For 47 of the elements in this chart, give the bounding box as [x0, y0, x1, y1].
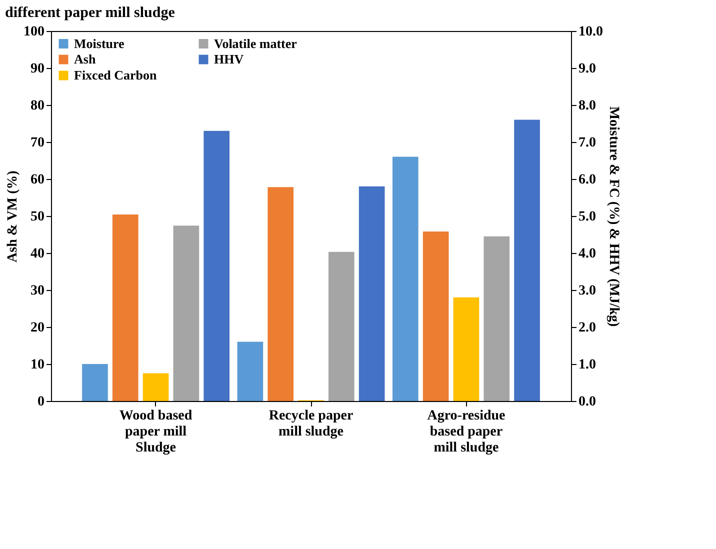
y-tick-label: 50: [30, 210, 44, 224]
legend-label: Moisture: [74, 36, 125, 51]
y2-tick-label: 6.0: [578, 172, 596, 188]
y-tick-label: 30: [30, 284, 44, 298]
y2-tick-label: 0.0: [578, 394, 596, 410]
y2-tick-label: 10.0: [578, 24, 603, 40]
bar: [514, 120, 540, 401]
legend-label: HHV: [214, 52, 244, 66]
y-tick-label: 10: [30, 358, 44, 372]
y-tick-label: 80: [30, 98, 44, 114]
y2-tick-label: 7.0: [578, 136, 596, 150]
y2-tick-label: 4.0: [578, 246, 596, 262]
bar: [142, 373, 169, 401]
bar: [268, 187, 294, 401]
bar: [422, 232, 449, 401]
y2-tick-label: 8.0: [578, 98, 596, 114]
y-tick-label: 100: [24, 24, 44, 40]
bar: [392, 156, 418, 401]
chart-title: different paper mill sludge: [5, 5, 176, 21]
bar: [358, 186, 385, 401]
y-axis-title: Ash & VM (%): [6, 170, 20, 262]
bar: [453, 297, 480, 401]
y-tick-label: 90: [30, 62, 44, 76]
legend-label: Volatile matter: [214, 36, 298, 51]
y2-tick-label: 2.0: [578, 320, 596, 336]
bar: [328, 252, 354, 401]
y2-tick-label: 1.0: [578, 358, 596, 372]
x-tick-label: Recycle paper mill sludge: [268, 408, 354, 440]
y2-axis-title: Moisture & FC (%) & HHV (MJ/kg): [606, 106, 621, 327]
bar: [112, 214, 138, 401]
y2-tick-label: 9.0: [578, 62, 596, 76]
x-tick-label: Wood based paper mill Sludge: [119, 408, 192, 456]
bar: [484, 236, 510, 401]
y-tick-label: 0: [38, 394, 44, 410]
legend-label: Fixced Carbon: [74, 68, 158, 82]
bar: [82, 364, 108, 401]
y2-tick-label: 5.0: [578, 210, 596, 224]
y2-tick-label: 3.0: [578, 284, 596, 298]
x-tick-label: Agro-residue based paper mill sludge: [427, 408, 506, 456]
bar: [237, 342, 264, 401]
y-tick-label: 20: [30, 320, 44, 336]
bar: [204, 130, 230, 401]
legend-label: Ash: [74, 52, 96, 66]
y-tick-label: 60: [30, 172, 44, 188]
y-tick-label: 40: [30, 246, 44, 262]
bar: [173, 226, 200, 401]
y-tick-label: 70: [30, 136, 44, 150]
